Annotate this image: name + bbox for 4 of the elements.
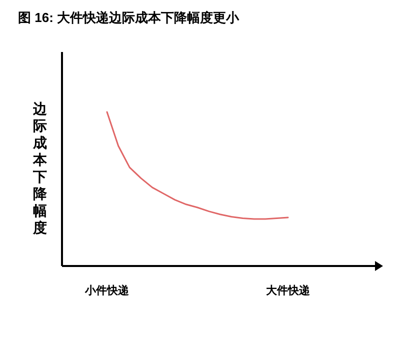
chart-title: 图 16: 大件快递边际成本下降幅度更小 (18, 10, 240, 25)
x-tick-label: 大件快递 (266, 284, 311, 297)
y-axis-title: 边际成本下降幅度 (32, 100, 48, 236)
x-tick-label: 小件快递 (84, 284, 130, 297)
